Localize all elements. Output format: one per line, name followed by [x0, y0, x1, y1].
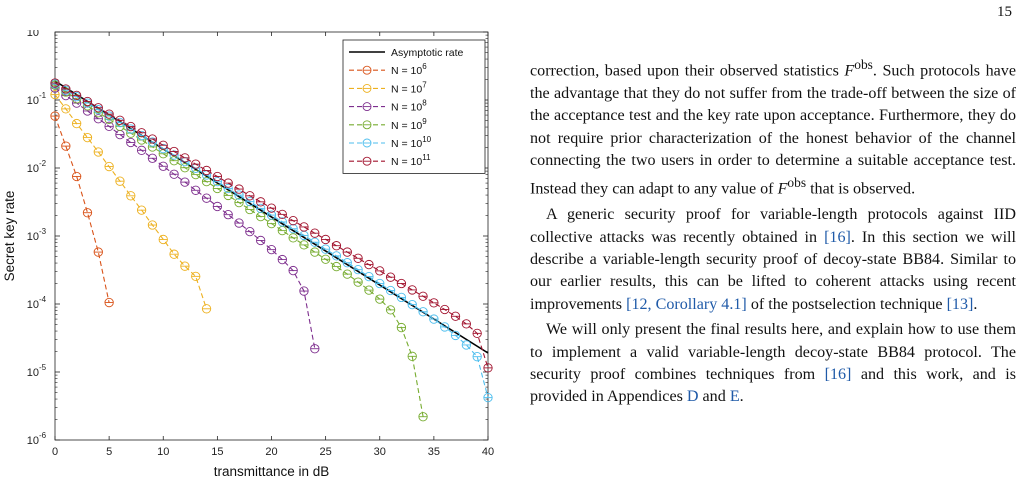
- f-obs-superscript-2: obs: [787, 175, 807, 191]
- page-number: 15: [997, 4, 1012, 20]
- x-tick-label: 15: [211, 446, 223, 458]
- legend-label-6: N = 1011: [391, 153, 431, 168]
- x-tick-label: 25: [320, 446, 332, 458]
- paragraph-1: correction, based upon their observed st…: [530, 54, 1016, 201]
- y-tick-label: 10: [27, 299, 39, 311]
- p2-text-d: .: [973, 295, 978, 313]
- citation-12[interactable]: [12, Corollary 4.1]: [626, 295, 747, 313]
- y-tick-exponent: -3: [39, 227, 47, 236]
- p1-text: correction, based upon their observed st…: [530, 62, 845, 80]
- y-tick-exponent: -4: [39, 295, 47, 304]
- citation-13[interactable]: [13]: [946, 295, 974, 313]
- y-tick-label: 10: [27, 163, 39, 175]
- appendix-e-link[interactable]: E: [729, 388, 740, 406]
- key-rate-figure: 0 5 10 15 20 25 30 35 40 10 -6 10 -5 10 -4 10 -3 10 -2 10 -1…: [0, 30, 510, 502]
- f-obs-symbol: F: [844, 62, 855, 80]
- x-tick-label: 35: [428, 446, 440, 458]
- legend-label-2: N = 107: [391, 80, 427, 95]
- x-tick-label: 5: [106, 446, 112, 458]
- p3-and: and: [698, 388, 730, 406]
- legend-label-1: N = 106: [391, 62, 427, 77]
- p3-text-a: We will only present the final results h…: [530, 321, 1016, 383]
- p2-text-c: of the postselection technique: [746, 295, 947, 313]
- x-tick-label: 20: [265, 446, 277, 458]
- y-tick-exponent: -1: [39, 91, 47, 100]
- legend-label-4: N = 109: [391, 117, 427, 132]
- x-tick-label: 30: [374, 446, 386, 458]
- y-tick-exponent: -5: [39, 363, 47, 372]
- y-tick-label: 10: [27, 435, 39, 447]
- p1-end: that is observed.: [806, 180, 916, 198]
- key-rate-chart: 0 5 10 15 20 25 30 35 4010-610-510-410-310-210-1…: [2, 30, 494, 479]
- appendix-d-link[interactable]: D: [686, 388, 699, 406]
- y-tick-label: 10: [27, 367, 39, 379]
- y-tick-exponent: -2: [39, 159, 47, 168]
- y-tick-exponent: 0: [39, 30, 44, 32]
- series-line-1: [54, 115, 110, 303]
- citation-16[interactable]: [16]: [824, 228, 851, 246]
- y-tick-label: 10: [27, 30, 39, 39]
- series-line-2: [54, 94, 208, 309]
- p2-text-a: A generic security proof for variable-le…: [530, 206, 1016, 246]
- paragraph-3: We will only present the final results h…: [530, 319, 1016, 409]
- p2-text-b: . In this section we will describe a var…: [530, 228, 1016, 313]
- legend-label-3: N = 108: [391, 99, 427, 114]
- x-tick-label: 40: [482, 446, 494, 458]
- p3-end: .: [739, 388, 744, 406]
- y-tick-exponent: -6: [39, 431, 47, 440]
- x-tick-label: 10: [157, 446, 169, 458]
- paragraph-2: A generic security proof for variable-le…: [530, 204, 1016, 316]
- p1-period: .: [872, 62, 877, 80]
- y-axis-label: Secret key rate: [2, 191, 17, 282]
- citation-16b[interactable]: [16]: [824, 366, 852, 383]
- y-tick-label: 10: [27, 95, 39, 107]
- p1-rest: Such protocols have the advantage that t…: [530, 62, 1016, 198]
- legend-label-5: N = 1010: [391, 135, 432, 150]
- x-tick-label: 0: [52, 446, 58, 458]
- y-tick-label: 10: [27, 231, 39, 243]
- p3-text-b: and this work, and is provided in Append…: [530, 366, 1016, 406]
- x-axis-label: transmittance in dB: [214, 464, 330, 479]
- f-obs-symbol-2: F: [777, 180, 788, 198]
- f-obs-superscript: obs: [854, 57, 873, 72]
- body-text: correction, based upon their observed st…: [530, 54, 1016, 502]
- legend-label-0: Asymptotic rate: [391, 47, 464, 59]
